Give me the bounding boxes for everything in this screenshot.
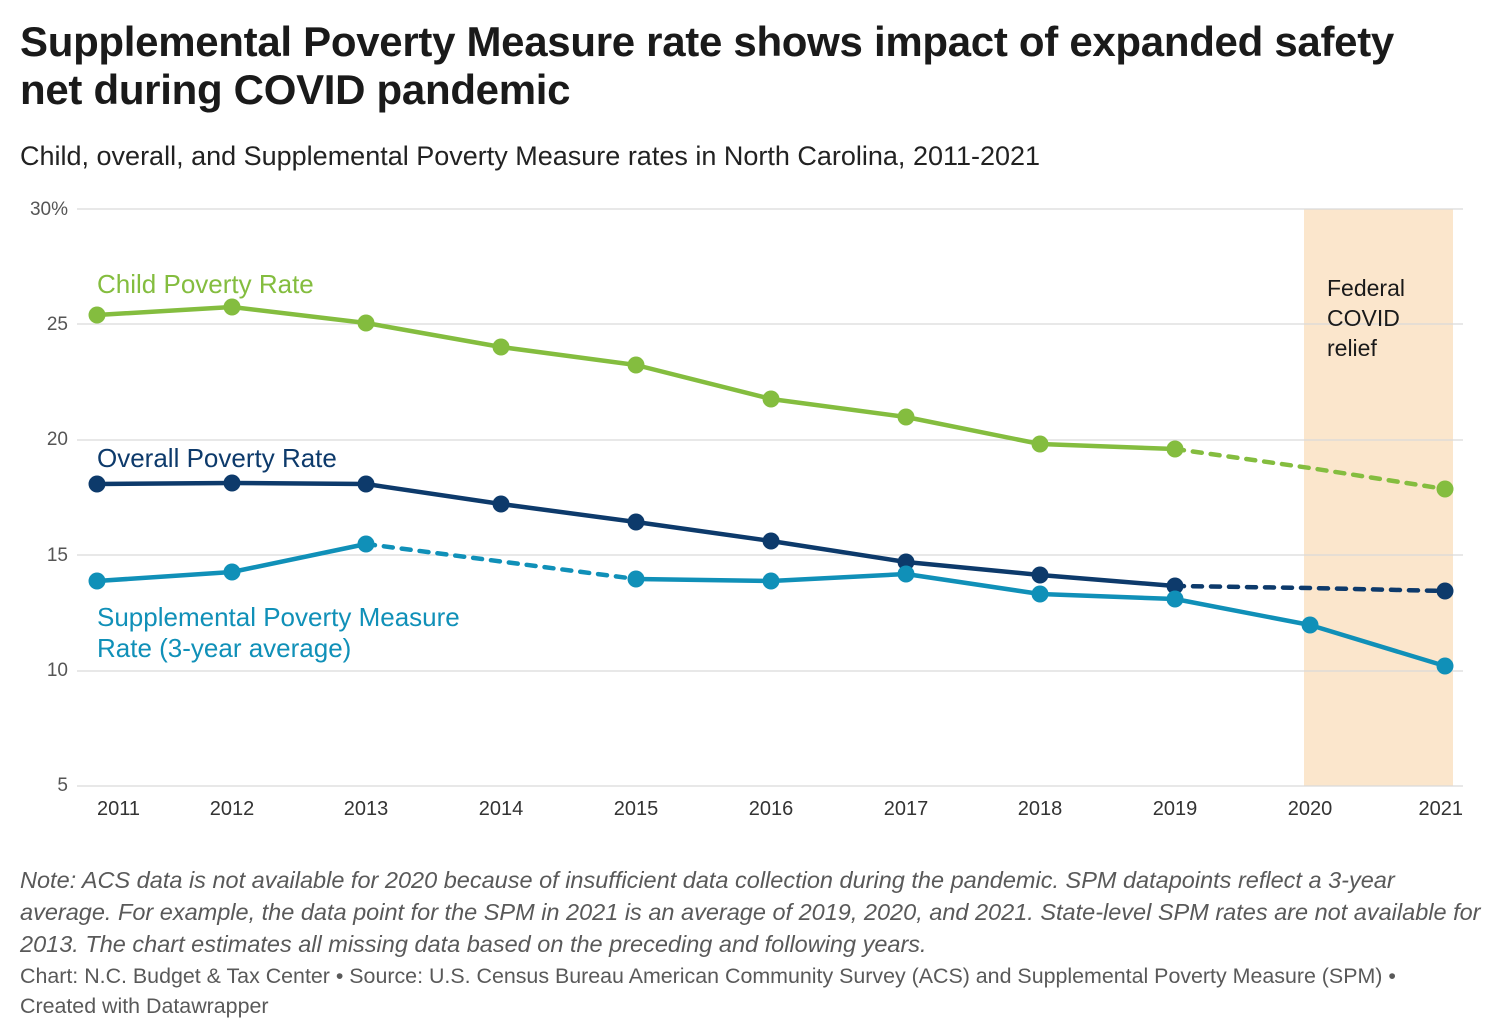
svg-text:2020: 2020 [1288,798,1333,820]
svg-text:10: 10 [47,660,68,681]
svg-text:2017: 2017 [884,798,929,820]
svg-text:2012: 2012 [210,798,255,820]
svg-text:2021: 2021 [1419,798,1464,820]
svg-text:30%: 30% [30,199,68,220]
svg-text:Rate (3-year average): Rate (3-year average) [97,633,351,663]
svg-text:2014: 2014 [479,798,524,820]
svg-text:2015: 2015 [614,798,659,820]
svg-text:relief: relief [1327,335,1377,361]
svg-text:2016: 2016 [749,798,794,820]
svg-text:COVID: COVID [1327,305,1400,331]
svg-text:2018: 2018 [1018,798,1063,820]
svg-text:Supplemental Poverty Measure: Supplemental Poverty Measure [97,602,460,632]
svg-text:Overall Poverty Rate: Overall Poverty Rate [97,443,337,473]
svg-text:20: 20 [47,429,68,450]
svg-text:5: 5 [57,775,68,796]
svg-text:15: 15 [47,545,68,566]
svg-text:25: 25 [47,314,68,335]
svg-text:2013: 2013 [344,798,389,820]
svg-text:Child Poverty Rate: Child Poverty Rate [97,269,314,299]
svg-text:2019: 2019 [1153,798,1198,820]
svg-text:Federal: Federal [1327,275,1405,301]
svg-text:2011: 2011 [97,798,140,820]
